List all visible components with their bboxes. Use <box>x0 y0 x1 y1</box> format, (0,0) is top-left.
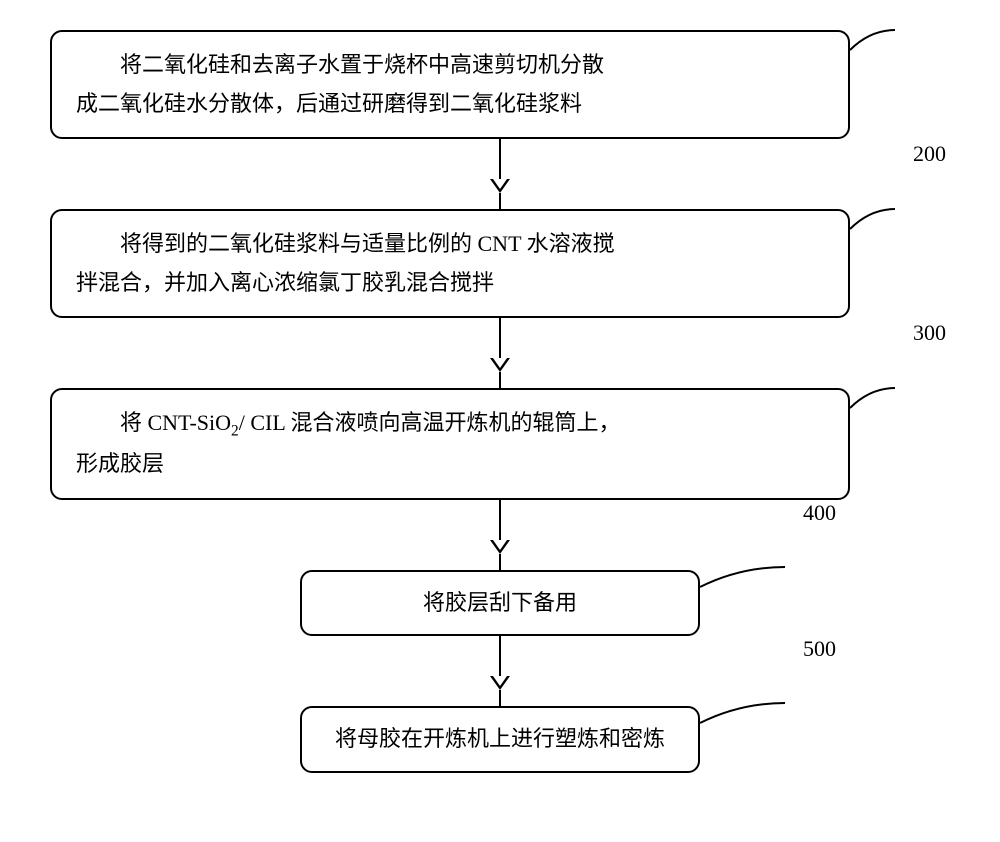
step-100-line2: 成二氧化硅水分散体，后通过研磨得到二氧化硅浆料 <box>76 91 582 116</box>
step-200-line2: 拌混合，并加入离心浓缩氯丁胶乳混合搅拌 <box>76 270 494 295</box>
step-300-line1-prefix: 将 CNT-SiO <box>120 410 231 435</box>
step-box-200: 将得到的二氧化硅浆料与适量比例的 CNT 水溶液搅 拌混合，并加入离心浓缩氯丁胶… <box>50 209 850 318</box>
connector-curve-500 <box>690 698 810 738</box>
connector-curve-300 <box>840 383 920 433</box>
step-number-500: 500 <box>803 636 836 662</box>
step-number-400: 400 <box>803 500 836 526</box>
connector-100-down <box>485 139 515 161</box>
step-500-text: 将母胶在开炼机上进行塑炼和密炼 <box>335 726 665 751</box>
step-400-text: 将胶层刮下备用 <box>423 590 577 615</box>
step-number-200: 200 <box>913 141 946 167</box>
connector-400-down <box>485 636 515 658</box>
step-row-300: 将 CNT-SiO2/ CIL 混合液喷向高温开炼机的辊筒上， 形成胶层 300 <box>50 388 950 500</box>
step-box-100: 将二氧化硅和去离子水置于烧杯中高速剪切机分散 成二氧化硅水分散体，后通过研磨得到… <box>50 30 850 139</box>
step-box-500: 将母胶在开炼机上进行塑炼和密炼 <box>300 706 700 773</box>
step-200-line1: 将得到的二氧化硅浆料与适量比例的 CNT 水溶液搅 <box>120 231 615 256</box>
step-100-line1: 将二氧化硅和去离子水置于烧杯中高速剪切机分散 <box>120 52 604 77</box>
connector-curve-400 <box>690 562 810 602</box>
connector-curve-200 <box>840 204 920 254</box>
step-300-subscript: 2 <box>231 422 239 439</box>
step-row-200: 将得到的二氧化硅浆料与适量比例的 CNT 水溶液搅 拌混合，并加入离心浓缩氯丁胶… <box>50 209 950 318</box>
connector-curve-100 <box>840 25 920 75</box>
arrow-300-400 <box>480 522 520 570</box>
step-300-line2: 形成胶层 <box>76 451 164 476</box>
step-row-100: 将二氧化硅和去离子水置于烧杯中高速剪切机分散 成二氧化硅水分散体，后通过研磨得到… <box>50 30 950 139</box>
arrow-400-500 <box>480 658 520 706</box>
step-box-400: 将胶层刮下备用 <box>300 570 700 637</box>
arrow-200-300 <box>480 340 520 388</box>
step-number-300: 300 <box>913 320 946 346</box>
step-row-400: 将胶层刮下备用 400 <box>50 570 950 637</box>
connector-300-down <box>485 500 515 522</box>
step-box-300: 将 CNT-SiO2/ CIL 混合液喷向高温开炼机的辊筒上， 形成胶层 <box>50 388 850 500</box>
step-300-line1-suffix: / CIL 混合液喷向高温开炼机的辊筒上， <box>239 410 621 435</box>
connector-200-down <box>485 318 515 340</box>
step-row-500: 将母胶在开炼机上进行塑炼和密炼 500 <box>50 706 950 773</box>
arrow-100-200 <box>480 161 520 209</box>
process-flowchart: 将二氧化硅和去离子水置于烧杯中高速剪切机分散 成二氧化硅水分散体，后通过研磨得到… <box>60 30 940 773</box>
